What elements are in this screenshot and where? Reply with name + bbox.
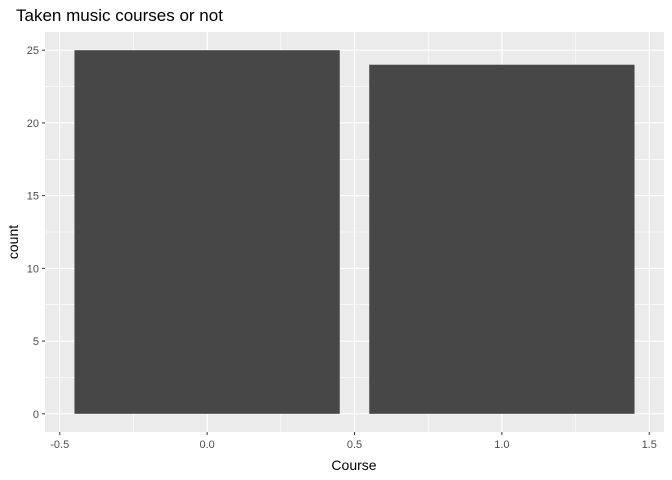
y-tick-label: 25 <box>27 45 39 57</box>
y-axis-title: count <box>5 225 21 259</box>
x-tick-label: -0.5 <box>50 439 69 451</box>
x-tick-label: 1.0 <box>494 439 509 451</box>
y-tick-label: 20 <box>27 118 39 130</box>
y-tick-label: 5 <box>33 336 39 348</box>
y-tick-label: 15 <box>27 191 39 203</box>
bar-0 <box>74 50 340 414</box>
bar-1 <box>369 64 635 414</box>
y-tick-label: 10 <box>27 263 39 275</box>
y-tick-label: 0 <box>33 409 39 421</box>
chart-title: Taken music courses or not <box>16 6 223 25</box>
bars <box>74 50 635 414</box>
y-axis: 0 5 10 15 20 25 <box>27 45 45 421</box>
x-tick-label: 0.0 <box>199 439 214 451</box>
x-axis-title: Course <box>331 457 376 473</box>
x-axis: -0.5 0.0 0.5 1.0 1.5 <box>50 432 657 451</box>
x-tick-label: 1.5 <box>642 439 657 451</box>
x-tick-label: 0.5 <box>347 439 362 451</box>
